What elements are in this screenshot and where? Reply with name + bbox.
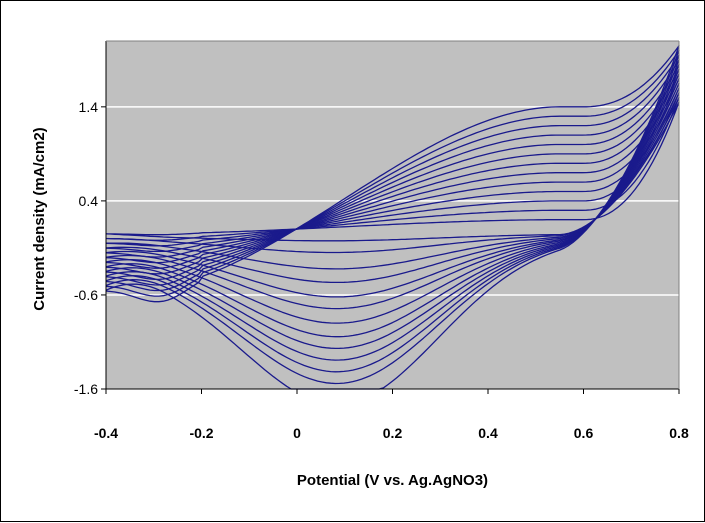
x-tick-label: 0.8: [669, 425, 689, 441]
y-tick-label: 0.4: [79, 193, 99, 209]
y-tick-labels: 1.4 0.4 -0.6 -1.6: [74, 99, 98, 397]
x-tick-label: 0.2: [383, 425, 403, 441]
x-tick-label: -0.2: [189, 425, 213, 441]
x-tick-label: 0.6: [574, 425, 594, 441]
y-tick-label: -0.6: [74, 287, 98, 303]
x-tick-label: -0.4: [94, 425, 118, 441]
x-tick-label: 0.4: [478, 425, 498, 441]
y-axis-title: Current density (mA/cm2): [31, 127, 48, 310]
x-tick-labels: -0.4 -0.2 0 0.2 0.4 0.6 0.8: [94, 425, 689, 441]
x-tick-label: 0: [293, 425, 301, 441]
x-axis-title: Potential (V vs. Ag.AgNO3): [297, 472, 488, 489]
y-tick-label: -1.6: [74, 381, 98, 397]
y-tick-label: 1.4: [79, 99, 99, 115]
axes: [101, 40, 680, 394]
